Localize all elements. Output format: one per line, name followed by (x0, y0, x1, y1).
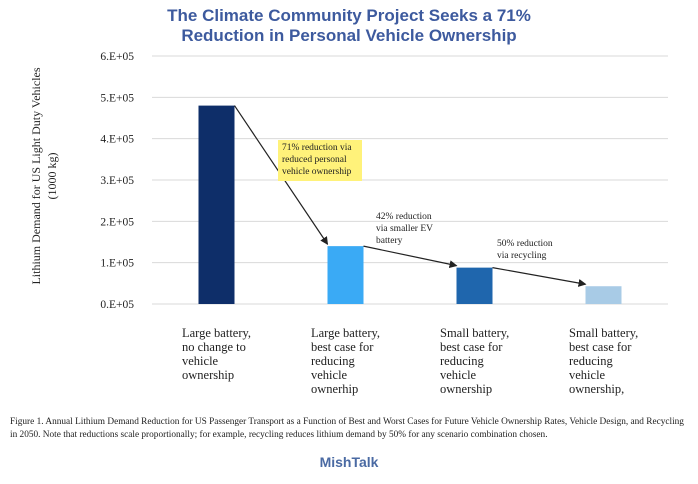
chart-title: The Climate Community Project Seeks a 71… (0, 6, 698, 46)
x-category-label: vehicle (569, 368, 606, 382)
y-tick-label: 6.E+05 (100, 51, 134, 63)
x-category-label: Large battery, (311, 326, 380, 340)
x-category-label: Small battery, (440, 326, 509, 340)
y-axis-title: Lithium Demand for US Light Duty Vehicle… (29, 67, 59, 284)
annotation-text: vehicle ownership (282, 167, 352, 177)
chart-title-line-1: The Climate Community Project Seeks a 71… (167, 6, 531, 25)
bar (327, 246, 364, 304)
y-axis-title-line-2: (1000 kg) (45, 153, 59, 200)
annotation-text: battery (376, 236, 403, 246)
x-axis-category-labels: Large battery,no change tovehicleownersh… (182, 326, 638, 396)
reduction-arrow (492, 267, 587, 287)
x-category-label: best case for (569, 340, 632, 354)
x-category-label: vehicle (182, 354, 219, 368)
annotation-text: 50% reduction (497, 239, 553, 249)
bar (585, 286, 622, 304)
y-tick-label: 0.E+05 (100, 299, 134, 311)
x-category-label: no change to (182, 340, 246, 354)
y-tick-label: 3.E+05 (100, 175, 134, 187)
x-category-label: Small battery, (569, 326, 638, 340)
x-category-label: reducing (311, 354, 355, 368)
x-category-label: ownership, (569, 382, 624, 396)
y-tick-label: 4.E+05 (100, 134, 134, 146)
chart-title-line-2: Reduction in Personal Vehicle Ownership (181, 26, 517, 45)
annotation-text: 71% reduction via (282, 143, 352, 153)
x-category-label: vehicle (311, 368, 348, 382)
annotation-text: via recycling (497, 251, 547, 261)
x-category-label: reducing (440, 354, 484, 368)
annotation-text: reduced personal (282, 155, 347, 165)
annotations: 71% reduction via reduced personal vehicle… (278, 140, 553, 261)
annotation-text: 42% reduction (376, 212, 432, 222)
reduction-arrow (363, 245, 458, 269)
bar (198, 105, 235, 304)
y-axis-tick-labels: 0.E+05 1.E+05 2.E+05 3.E+05 4.E+05 5.E+05 6.E+… (100, 51, 134, 311)
figure-caption: Figure 1. Annual Lithium Demand Reductio… (10, 417, 684, 440)
gridlines (152, 55, 668, 305)
x-category-label: ownership (182, 368, 234, 382)
y-tick-label: 1.E+05 (100, 258, 134, 270)
x-category-label: reducing (569, 354, 613, 368)
annotation-highlight (278, 140, 362, 181)
annotation-text: via smaller EV (376, 224, 433, 234)
x-category-label: ownerhip (311, 382, 358, 396)
y-axis-title-line-1: Lithium Demand for US Light Duty Vehicle… (29, 67, 43, 284)
bars (198, 105, 622, 304)
source-footer: MishTalk (319, 454, 379, 470)
x-category-label: Large battery, (182, 326, 251, 340)
x-category-label: ownership (440, 382, 492, 396)
bar (456, 267, 493, 304)
x-category-label: vehicle (440, 368, 477, 382)
bar-chart: 0.E+05 1.E+05 2.E+05 3.E+05 4.E+05 5.E+05 6.E+… (29, 51, 668, 396)
y-tick-label: 5.E+05 (100, 92, 134, 104)
x-category-label: best case for (311, 340, 374, 354)
y-tick-label: 2.E+05 (100, 216, 134, 228)
x-category-label: best case for (440, 340, 503, 354)
